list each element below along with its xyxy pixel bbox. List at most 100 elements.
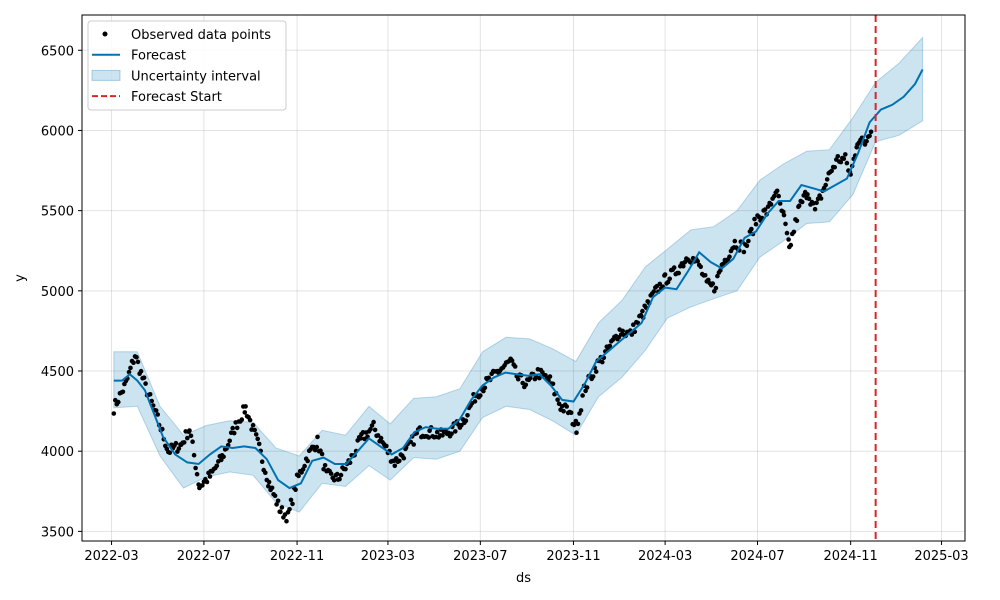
observed-point bbox=[771, 193, 777, 199]
y-axis-ticks: 3500 4000 4500 5000 5500 6000 6500 bbox=[41, 44, 82, 540]
legend-label: Uncertainty interval bbox=[131, 69, 261, 84]
observed-point bbox=[338, 472, 344, 478]
observed-point bbox=[256, 441, 262, 447]
observed-point bbox=[835, 154, 841, 159]
legend: Observed data points Forecast Uncertainty … bbox=[87, 20, 287, 111]
observed-point bbox=[138, 368, 144, 374]
observed-point bbox=[781, 212, 787, 218]
observed-point bbox=[153, 408, 159, 413]
observed-point bbox=[378, 435, 384, 441]
observed-point bbox=[397, 458, 402, 464]
observed-point bbox=[868, 129, 874, 135]
observed-point bbox=[305, 458, 311, 464]
legend-marker-observed bbox=[102, 31, 108, 37]
observed-point bbox=[288, 497, 294, 503]
observed-point bbox=[523, 382, 529, 388]
observed-point bbox=[578, 408, 584, 413]
observed-point bbox=[204, 479, 210, 485]
observed-point bbox=[478, 393, 483, 398]
x-tick-label: 2024-11 bbox=[823, 549, 877, 564]
observed-point bbox=[575, 421, 581, 427]
y-tick-label: 3500 bbox=[41, 525, 74, 540]
observed-point bbox=[411, 442, 417, 447]
observed-point bbox=[824, 177, 830, 182]
observed-point bbox=[465, 413, 470, 418]
y-tick-label: 5500 bbox=[41, 205, 74, 220]
observed-point bbox=[662, 272, 668, 277]
observed-point bbox=[375, 433, 381, 438]
grid-lines bbox=[82, 15, 965, 541]
y-tick-label: 4000 bbox=[41, 445, 74, 460]
observed-point bbox=[284, 518, 289, 524]
observed-point bbox=[296, 473, 301, 479]
observed-point bbox=[786, 237, 791, 242]
observed-point bbox=[682, 260, 688, 265]
observed-point bbox=[864, 138, 869, 144]
observed-point bbox=[472, 399, 478, 404]
observed-point bbox=[568, 410, 574, 416]
observed-point bbox=[279, 505, 285, 510]
observed-point bbox=[147, 392, 153, 397]
observed-point bbox=[408, 439, 414, 445]
forecast-line bbox=[113, 69, 924, 490]
observed-point bbox=[752, 216, 757, 222]
observed-point bbox=[528, 375, 533, 381]
observed-point bbox=[777, 201, 783, 206]
observed-point bbox=[314, 444, 320, 450]
observed-point bbox=[794, 218, 800, 224]
observed-point bbox=[753, 221, 759, 227]
observed-point bbox=[243, 404, 248, 409]
observed-point bbox=[838, 159, 844, 165]
y-tick-label: 4500 bbox=[41, 365, 74, 380]
observed-point bbox=[231, 430, 237, 436]
observed-point bbox=[190, 439, 195, 445]
observed-point bbox=[371, 419, 376, 425]
observed-point bbox=[302, 463, 307, 469]
observed-point bbox=[640, 308, 645, 314]
observed-point bbox=[368, 427, 373, 432]
observed-point bbox=[796, 203, 802, 208]
observed-points-layer bbox=[111, 129, 874, 524]
observed-point bbox=[695, 258, 700, 264]
observed-point bbox=[120, 389, 126, 395]
observed-point bbox=[823, 182, 828, 188]
observed-point bbox=[832, 165, 837, 170]
x-tick-label: 2022-11 bbox=[270, 549, 324, 564]
observed-point bbox=[250, 422, 256, 428]
observed-point bbox=[667, 276, 672, 282]
observed-point bbox=[207, 474, 213, 479]
observed-point bbox=[434, 429, 440, 435]
observed-point bbox=[221, 454, 226, 460]
observed-point bbox=[806, 196, 812, 201]
observed-point bbox=[259, 459, 265, 465]
observed-point bbox=[776, 193, 781, 199]
observed-point bbox=[290, 501, 295, 507]
legend-label: Forecast Start bbox=[131, 90, 222, 105]
observed-point bbox=[768, 202, 774, 207]
observed-point bbox=[173, 440, 179, 446]
observed-point bbox=[272, 493, 278, 499]
observed-point bbox=[128, 365, 133, 371]
observed-point bbox=[194, 471, 200, 477]
observed-point bbox=[319, 451, 325, 457]
observed-point bbox=[252, 427, 257, 433]
x-tick-label: 2024-07 bbox=[730, 549, 784, 564]
observed-point bbox=[550, 381, 556, 387]
observed-point bbox=[564, 404, 569, 409]
y-tick-label: 5000 bbox=[41, 285, 74, 300]
observed-point bbox=[841, 156, 847, 161]
observed-point bbox=[200, 483, 205, 488]
observed-point bbox=[784, 230, 790, 236]
observed-point bbox=[449, 431, 454, 437]
x-tick-label: 2025-03 bbox=[914, 549, 968, 564]
y-tick-label: 6500 bbox=[41, 44, 74, 59]
observed-point bbox=[512, 364, 518, 369]
observed-point bbox=[732, 238, 738, 244]
x-tick-label: 2022-03 bbox=[84, 549, 138, 564]
observed-point bbox=[463, 418, 469, 424]
observed-point bbox=[749, 226, 754, 232]
x-tick-label: 2023-11 bbox=[546, 549, 600, 564]
observed-point bbox=[274, 502, 279, 507]
observed-point bbox=[275, 498, 281, 504]
